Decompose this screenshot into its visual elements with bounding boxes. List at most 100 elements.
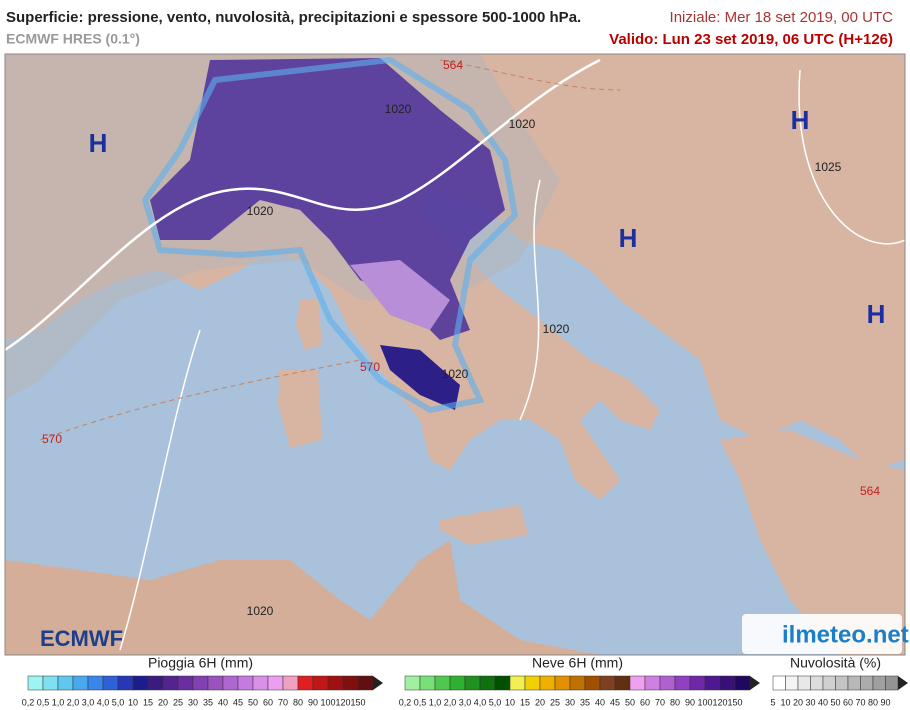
thickness-label: 564 (443, 58, 463, 72)
legend-label: 3,0 (82, 697, 95, 707)
legend-swatch (27, 675, 44, 691)
legend-swatch (872, 675, 886, 691)
legend-label: 2,0 (444, 697, 457, 707)
legend-label: 90 (880, 697, 890, 707)
legend-swatch (237, 675, 254, 691)
legend-label: 10 (505, 697, 515, 707)
isobar-label: 1020 (385, 102, 412, 116)
legend-swatch (539, 675, 556, 691)
legend-label: 30 (565, 697, 575, 707)
islands (278, 298, 528, 545)
thickness-label: 570 (360, 360, 380, 374)
legend-swatch (524, 675, 541, 691)
legend-label: 80 (868, 697, 878, 707)
legend-label: 20 (793, 697, 803, 707)
legend-swatch (629, 675, 646, 691)
legend-label: 25 (550, 697, 560, 707)
thickness-label: 570 (42, 432, 62, 446)
legend-swatch (207, 675, 224, 691)
legend-swatch (357, 675, 374, 691)
legend-label: 20 (158, 697, 168, 707)
legend-swatch (57, 675, 74, 691)
legend-label: 120 (335, 697, 350, 707)
isobar-label: 1020 (247, 204, 274, 218)
greece (720, 430, 905, 655)
high-pressure: H (791, 105, 810, 135)
legend-label: 15 (143, 697, 153, 707)
isobar (5, 58, 601, 352)
legend-swatch (674, 675, 691, 691)
legend-label: 4,0 (474, 697, 487, 707)
high-pressure: H (867, 299, 886, 329)
legend-label: 35 (580, 697, 590, 707)
precip-north (150, 58, 505, 340)
map-border (4, 53, 906, 656)
legend-swatch (659, 675, 676, 691)
legend-title: Nuvolosità (%) (790, 655, 881, 671)
legend-swatch (87, 675, 104, 691)
legend-swatch (822, 675, 836, 691)
legend-arrow (898, 676, 908, 690)
legend-swatch (117, 675, 134, 691)
legend-label: 4,0 (97, 697, 110, 707)
high-pressure: H (619, 223, 638, 253)
legend-label: 30 (805, 697, 815, 707)
legend-label: 80 (293, 697, 303, 707)
legend-swatch (72, 675, 89, 691)
title: Superficie: pressione, vento, nuvolosità… (6, 9, 581, 26)
legend-swatch (222, 675, 239, 691)
legends: Pioggia 6H (mm)0,2 0,5 1,0 2,0 3,0 4,0 5,0 10 15… (22, 655, 908, 707)
legend-swatch (797, 675, 811, 691)
legend-label: 70 (855, 697, 865, 707)
legend-label: 0,5 (414, 697, 427, 707)
legend-title: Pioggia 6H (mm) (148, 655, 253, 671)
legend-swatch (835, 675, 849, 691)
legend-label: 0,2 (22, 697, 35, 707)
legend-label: 10 (780, 697, 790, 707)
legend-arrow (373, 676, 383, 690)
legend-swatch (509, 675, 526, 691)
legend-swatch (772, 675, 786, 691)
legend-swatch (554, 675, 571, 691)
thickness-label: 564 (860, 484, 880, 498)
legend-label: 0,5 (37, 697, 50, 707)
high-pressure: H (89, 128, 108, 158)
legend-swatch (644, 675, 661, 691)
legend-label: 40 (818, 697, 828, 707)
legend-label: 50 (625, 697, 635, 707)
isobar-label: 1020 (247, 604, 274, 618)
legend-label: 45 (233, 697, 243, 707)
legend-swatch (434, 675, 451, 691)
precip-edge (141, 56, 519, 414)
legend-swatch (102, 675, 119, 691)
precip-south (380, 345, 460, 410)
legend-label: 120 (712, 697, 727, 707)
legend-swatch (404, 675, 421, 691)
legend-label: 40 (595, 697, 605, 707)
legend-label: 60 (263, 697, 273, 707)
legend-label: 3,0 (459, 697, 472, 707)
legend-swatch (860, 675, 874, 691)
legend-label: 20 (535, 697, 545, 707)
legend-swatch (192, 675, 209, 691)
init-time: Iniziale: Mer 18 set 2019, 00 UTC (670, 9, 894, 26)
legend-label: 1,0 (429, 697, 442, 707)
legend-swatch (147, 675, 164, 691)
ecmwf-logo: ECMWF (40, 626, 123, 651)
legend-label: 80 (670, 697, 680, 707)
legend-swatch (312, 675, 329, 691)
legend-label: 5,0 (489, 697, 502, 707)
legend-swatch (885, 675, 899, 691)
legend-swatch (252, 675, 269, 691)
legend-label: 35 (203, 697, 213, 707)
valid-time: Valido: Lun 23 set 2019, 06 UTC (H+126) (609, 31, 893, 48)
ilmeteo-logo: ilmeteo.net (782, 621, 909, 648)
legend-label: 15 (520, 697, 530, 707)
legend-swatch (177, 675, 194, 691)
legend-label: 50 (248, 697, 258, 707)
legend-title: Neve 6H (mm) (532, 655, 623, 671)
legend-swatch (267, 675, 284, 691)
legend-label: 45 (610, 697, 620, 707)
legend-swatch (449, 675, 466, 691)
legend-label: 70 (278, 697, 288, 707)
